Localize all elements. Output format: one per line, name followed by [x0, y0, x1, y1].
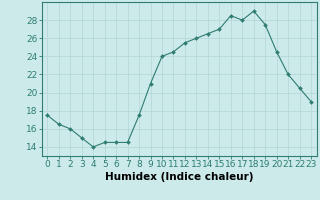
- X-axis label: Humidex (Indice chaleur): Humidex (Indice chaleur): [105, 172, 253, 182]
